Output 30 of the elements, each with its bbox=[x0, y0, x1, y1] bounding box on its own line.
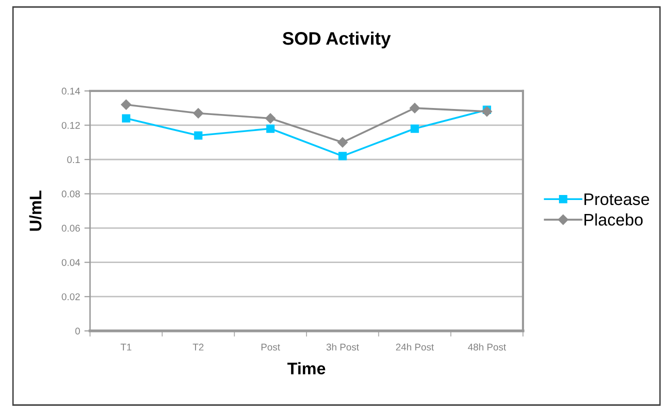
x-tick-label: 48h Post bbox=[468, 343, 506, 351]
point bbox=[266, 124, 275, 133]
legend-label: Protease bbox=[584, 193, 650, 206]
point bbox=[194, 131, 202, 140]
legend-label: Placebo bbox=[584, 213, 643, 226]
point bbox=[122, 114, 130, 123]
y-tick-label: 0.04 bbox=[62, 259, 80, 266]
point bbox=[337, 137, 348, 148]
chart-title: SOD Activity bbox=[282, 32, 391, 48]
y-tick-label: 0.08 bbox=[62, 190, 80, 198]
y-tick-label: 0.14 bbox=[62, 88, 80, 95]
point bbox=[410, 102, 420, 114]
point bbox=[410, 124, 419, 133]
y-axis-title: U/mL bbox=[29, 190, 42, 231]
x-tick-label: Post bbox=[262, 344, 280, 351]
point bbox=[120, 100, 132, 110]
y-tick-label: 0.06 bbox=[62, 224, 80, 232]
x-tick-label: T2 bbox=[192, 344, 204, 350]
point bbox=[338, 152, 347, 160]
y-tick-label: 0 bbox=[75, 328, 80, 335]
x-tick-label: 24h Post bbox=[396, 343, 434, 351]
point bbox=[482, 106, 492, 117]
point bbox=[265, 113, 276, 124]
y-tick-label: 0.1 bbox=[67, 156, 80, 164]
x-tick-label: 3h Post bbox=[326, 343, 359, 351]
x-tick-label: T1 bbox=[120, 344, 132, 350]
y-tick-label: 0.02 bbox=[62, 293, 80, 300]
x-axis-title: Time bbox=[287, 362, 326, 374]
y-tick-label: 0.12 bbox=[62, 122, 80, 129]
point bbox=[193, 108, 204, 118]
